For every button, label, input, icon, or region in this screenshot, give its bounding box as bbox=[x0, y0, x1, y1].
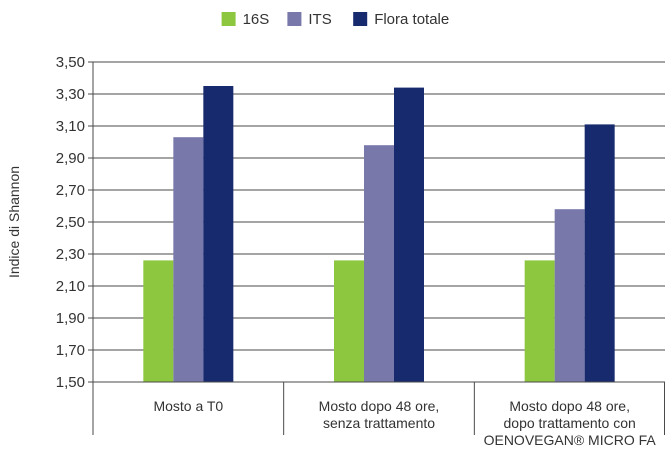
bar-its bbox=[554, 209, 585, 382]
x-tick-label: OENOVEGAN® MICRO FA bbox=[484, 432, 657, 448]
legend-swatch bbox=[287, 12, 302, 26]
legend-label: Flora totale bbox=[374, 11, 449, 28]
y-tick-label: 2,70 bbox=[56, 182, 85, 199]
bar-its bbox=[173, 137, 204, 382]
y-axis-title: Indice di Shannon bbox=[6, 166, 22, 278]
y-tick-label: 1,50 bbox=[56, 374, 85, 391]
y-tick-label: 3,30 bbox=[56, 86, 85, 103]
y-tick-label: 3,50 bbox=[56, 54, 85, 71]
bar-flora-totale bbox=[584, 124, 615, 383]
bar-flora-totale bbox=[394, 87, 424, 382]
x-tick-label: Mosto dopo 48 ore, bbox=[319, 398, 440, 414]
x-tick-label: senza trattamento bbox=[323, 415, 435, 431]
legend-swatch bbox=[221, 12, 236, 26]
y-tick-label: 2,50 bbox=[56, 214, 85, 231]
y-tick-label: 1,90 bbox=[56, 310, 85, 327]
bar-flora-totale bbox=[203, 86, 234, 382]
legend-label: ITS bbox=[308, 11, 331, 28]
legend-label: 16S bbox=[243, 11, 270, 28]
y-tick-label: 3,10 bbox=[56, 118, 85, 135]
y-tick-label: 2,90 bbox=[56, 150, 85, 167]
x-tick-label: dopo trattamento con bbox=[504, 415, 636, 431]
y-tick-label: 2,30 bbox=[56, 246, 85, 263]
x-tick-label: Mosto a T0 bbox=[153, 398, 223, 414]
bar-16s bbox=[334, 260, 364, 382]
x-tick-label: Mosto dopo 48 ore, bbox=[509, 398, 630, 414]
y-tick-label: 2,10 bbox=[56, 278, 85, 295]
bar-its bbox=[364, 145, 394, 382]
legend-swatch bbox=[353, 12, 368, 26]
bar-16s bbox=[143, 260, 174, 382]
bar-16s bbox=[524, 260, 555, 382]
y-tick-label: 1,70 bbox=[56, 342, 85, 359]
